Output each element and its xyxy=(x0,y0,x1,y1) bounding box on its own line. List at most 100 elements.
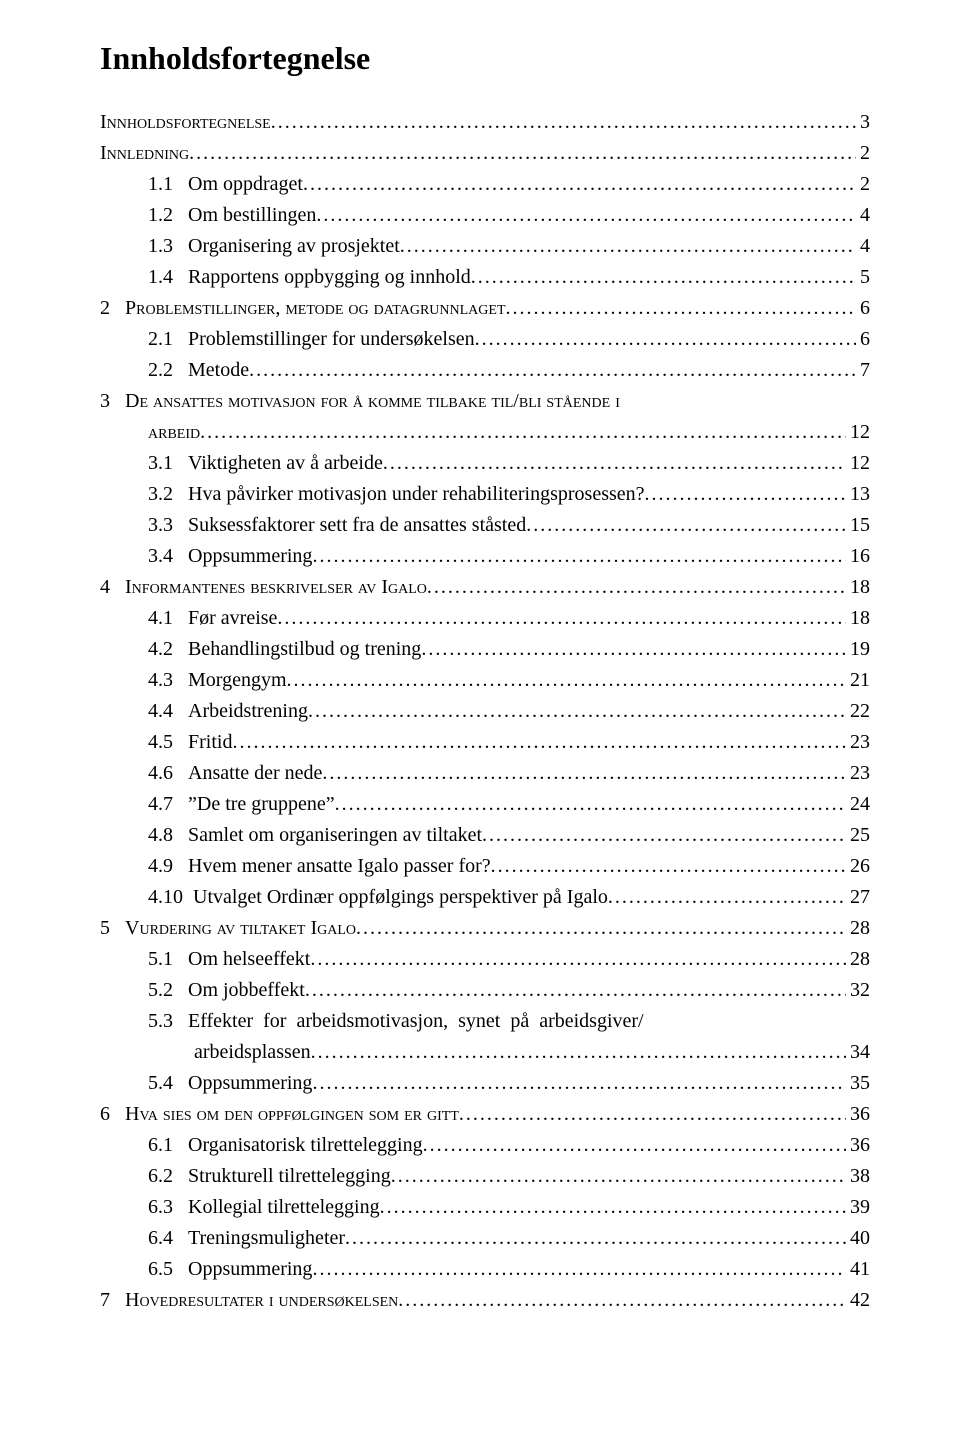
toc-leader-dots xyxy=(383,448,846,479)
toc-leader-dots xyxy=(400,231,856,262)
toc-leader-dots xyxy=(308,696,846,727)
toc-label: 6.5 Oppsummering xyxy=(100,1254,312,1285)
toc-page-number: 2 xyxy=(856,169,870,200)
toc-page-number: 32 xyxy=(846,975,870,1006)
toc-leader-dots xyxy=(506,293,857,324)
toc-entry: 6 Hva sies om den oppfølgingen som er gi… xyxy=(100,1099,870,1130)
toc-label: 4.6 Ansatte der nede xyxy=(100,758,322,789)
toc-page-number: 4 xyxy=(856,200,870,231)
toc-label: 3.1 Viktigheten av å arbeide xyxy=(100,448,383,479)
toc-leader-dots xyxy=(305,975,846,1006)
toc-entry: 5.3 Effekter for arbeidsmotivasjon, syne… xyxy=(100,1006,870,1037)
toc-label: 4.4 Arbeidstrening xyxy=(100,696,308,727)
toc-leader-dots xyxy=(475,324,856,355)
toc-leader-dots xyxy=(335,789,846,820)
toc-label: 5.2 Om jobbeffekt xyxy=(100,975,305,1006)
toc-page-number: 18 xyxy=(846,603,870,634)
toc-entry: Innholdsfortegnelse 3 xyxy=(100,107,870,138)
toc-page-number: 36 xyxy=(846,1130,870,1161)
toc-page-number: 6 xyxy=(856,293,870,324)
toc-leader-dots xyxy=(310,944,846,975)
toc-entry: 4.7 ”De tre gruppene” 24 xyxy=(100,789,870,820)
toc-entry: 7 Hovedresultater i undersøkelsen 42 xyxy=(100,1285,870,1316)
toc-leader-dots xyxy=(423,1130,846,1161)
toc-leader-dots xyxy=(232,727,846,758)
toc-entry: 4.4 Arbeidstrening 22 xyxy=(100,696,870,727)
toc-label: Innledning xyxy=(100,138,189,169)
toc-label: 2 Problemstillinger, metode og datagrunn… xyxy=(100,293,506,324)
toc-entry: 6.4 Treningsmuligheter40 xyxy=(100,1223,870,1254)
toc-label: 6.1 Organisatorisk tilrettelegging xyxy=(100,1130,423,1161)
toc-leader-dots xyxy=(526,510,846,541)
toc-entry: 2 Problemstillinger, metode og datagrunn… xyxy=(100,293,870,324)
toc-entry: 2.2 Metode7 xyxy=(100,355,870,386)
toc-label: 3.4 Oppsummering xyxy=(100,541,312,572)
toc-page-number: 2 xyxy=(856,138,870,169)
toc-leader-dots xyxy=(312,1068,846,1099)
toc-page-number: 40 xyxy=(846,1223,870,1254)
toc-entry: 6.3 Kollegial tilrettelegging 39 xyxy=(100,1192,870,1223)
toc-label: arbeidsplassen xyxy=(194,1037,311,1068)
toc-leader-dots xyxy=(249,355,856,386)
toc-entry: 4.8 Samlet om organiseringen av tiltaket… xyxy=(100,820,870,851)
toc-leader-dots xyxy=(312,1254,846,1285)
toc-page-number: 19 xyxy=(846,634,870,665)
toc-label: 4.2 Behandlingstilbud og trening xyxy=(100,634,421,665)
toc-leader-dots xyxy=(491,851,846,882)
toc-entry: 3.4 Oppsummering 16 xyxy=(100,541,870,572)
toc-page-number: 28 xyxy=(846,913,870,944)
toc-label: 4.5 Fritid xyxy=(100,727,232,758)
toc-label: 1.1 Om oppdraget xyxy=(100,169,303,200)
toc-page-number: 18 xyxy=(846,572,870,603)
toc-entry: 6.2 Strukturell tilrettelegging 38 xyxy=(100,1161,870,1192)
toc-entry: 1.3 Organisering av prosjektet 4 xyxy=(100,231,870,262)
toc-page-number: 7 xyxy=(856,355,870,386)
toc-entry: 4.10 Utvalget Ordinær oppfølgings perspe… xyxy=(100,882,870,913)
toc-entry: 4.3 Morgengym21 xyxy=(100,665,870,696)
toc-entry: 5.1 Om helseeffekt28 xyxy=(100,944,870,975)
toc-leader-dots xyxy=(427,572,846,603)
toc-label: 4.7 ”De tre gruppene” xyxy=(100,789,335,820)
toc-page-number: 5 xyxy=(856,262,870,293)
toc-label: 6.3 Kollegial tilrettelegging xyxy=(100,1192,380,1223)
toc-page-number: 41 xyxy=(846,1254,870,1285)
toc-label: 6.2 Strukturell tilrettelegging xyxy=(100,1161,391,1192)
toc-label: 1.2 Om bestillingen xyxy=(100,200,316,231)
toc-page-number: 25 xyxy=(846,820,870,851)
toc-label: 5.4 Oppsummering xyxy=(100,1068,312,1099)
toc-entry: 3.1 Viktigheten av å arbeide12 xyxy=(100,448,870,479)
toc-entry: Innledning 2 xyxy=(100,138,870,169)
toc-leader-dots xyxy=(345,1223,846,1254)
toc-entry: 4 Informantenes beskrivelser av Igalo18 xyxy=(100,572,870,603)
toc-entry-continuation: arbeid12 xyxy=(100,417,870,448)
toc-label: 4.8 Samlet om organiseringen av tiltaket xyxy=(100,820,482,851)
toc-page-number: 42 xyxy=(846,1285,870,1316)
toc-label: 7 Hovedresultater i undersøkelsen xyxy=(100,1285,398,1316)
toc-leader-dots xyxy=(391,1161,846,1192)
toc-label: 6 Hva sies om den oppfølgingen som er gi… xyxy=(100,1099,459,1130)
toc-leader-dots xyxy=(287,665,846,696)
toc-page-number: 23 xyxy=(846,727,870,758)
toc-page-number: 24 xyxy=(846,789,870,820)
toc-page-number: 16 xyxy=(846,541,870,572)
toc-page-number: 4 xyxy=(856,231,870,262)
toc-page-number: 23 xyxy=(846,758,870,789)
toc-entry: 1.4 Rapportens oppbygging og innhold5 xyxy=(100,262,870,293)
toc-label: Innholdsfortegnelse xyxy=(100,107,271,138)
toc-entry: 3.2 Hva påvirker motivasjon under rehabi… xyxy=(100,479,870,510)
toc-entry: 6.5 Oppsummering 41 xyxy=(100,1254,870,1285)
toc-page-number: 26 xyxy=(846,851,870,882)
toc-page-number: 39 xyxy=(846,1192,870,1223)
toc-entry: 5 Vurdering av tiltaket Igalo28 xyxy=(100,913,870,944)
toc-page-number: 12 xyxy=(846,417,870,448)
toc-entry: 3 De ansattes motivasjon for å komme til… xyxy=(100,386,870,417)
toc-page-number: 38 xyxy=(846,1161,870,1192)
toc-page-number: 34 xyxy=(846,1037,870,1068)
toc-label: 2.1 Problemstillinger for undersøkelsen xyxy=(100,324,475,355)
toc-label: 4.9 Hvem mener ansatte Igalo passer for? xyxy=(100,851,491,882)
toc-page-number: 3 xyxy=(856,107,870,138)
toc-page-number: 22 xyxy=(846,696,870,727)
toc-entry: 4.6 Ansatte der nede 23 xyxy=(100,758,870,789)
toc-label: 1.3 Organisering av prosjektet xyxy=(100,231,400,262)
toc-entry: 4.1 Før avreise18 xyxy=(100,603,870,634)
